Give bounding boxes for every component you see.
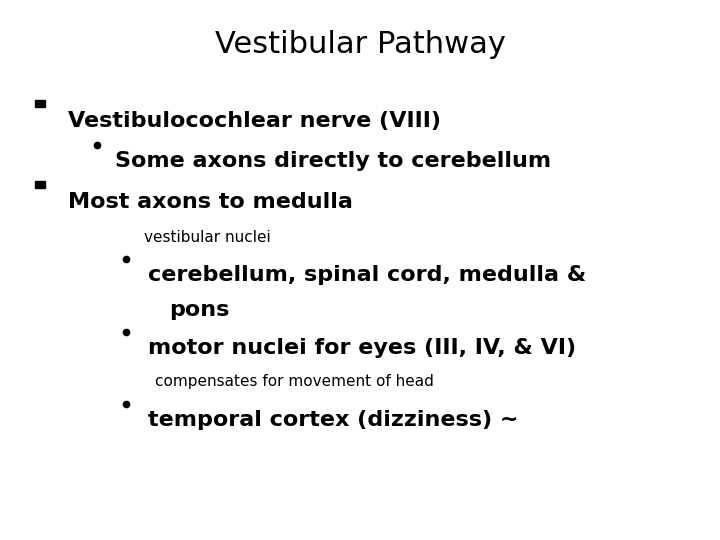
Text: compensates for movement of head: compensates for movement of head: [155, 374, 433, 389]
Text: Most axons to medulla: Most axons to medulla: [68, 192, 354, 212]
Text: vestibular nuclei: vestibular nuclei: [144, 230, 271, 245]
Text: Vestibular Pathway: Vestibular Pathway: [215, 30, 505, 59]
Text: Some axons directly to cerebellum: Some axons directly to cerebellum: [115, 151, 552, 171]
Text: Vestibulocochlear nerve (VIII): Vestibulocochlear nerve (VIII): [68, 111, 441, 131]
Text: temporal cortex (dizziness) ~: temporal cortex (dizziness) ~: [148, 410, 518, 430]
Text: pons: pons: [169, 300, 230, 320]
FancyBboxPatch shape: [35, 181, 45, 188]
FancyBboxPatch shape: [35, 100, 45, 107]
Text: motor nuclei for eyes (III, IV, & VI): motor nuclei for eyes (III, IV, & VI): [148, 338, 576, 357]
Text: cerebellum, spinal cord, medulla &: cerebellum, spinal cord, medulla &: [148, 265, 586, 285]
